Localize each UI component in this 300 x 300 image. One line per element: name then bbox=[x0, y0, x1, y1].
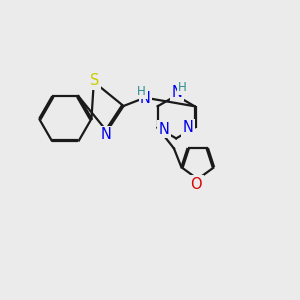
Text: O: O bbox=[190, 177, 202, 192]
Text: H: H bbox=[137, 85, 146, 98]
Text: N: N bbox=[172, 85, 183, 100]
Text: N: N bbox=[183, 120, 194, 135]
Text: N: N bbox=[159, 122, 170, 137]
Text: H: H bbox=[178, 81, 187, 94]
Text: S: S bbox=[90, 74, 99, 88]
Text: N: N bbox=[100, 127, 111, 142]
Text: N: N bbox=[140, 91, 151, 106]
